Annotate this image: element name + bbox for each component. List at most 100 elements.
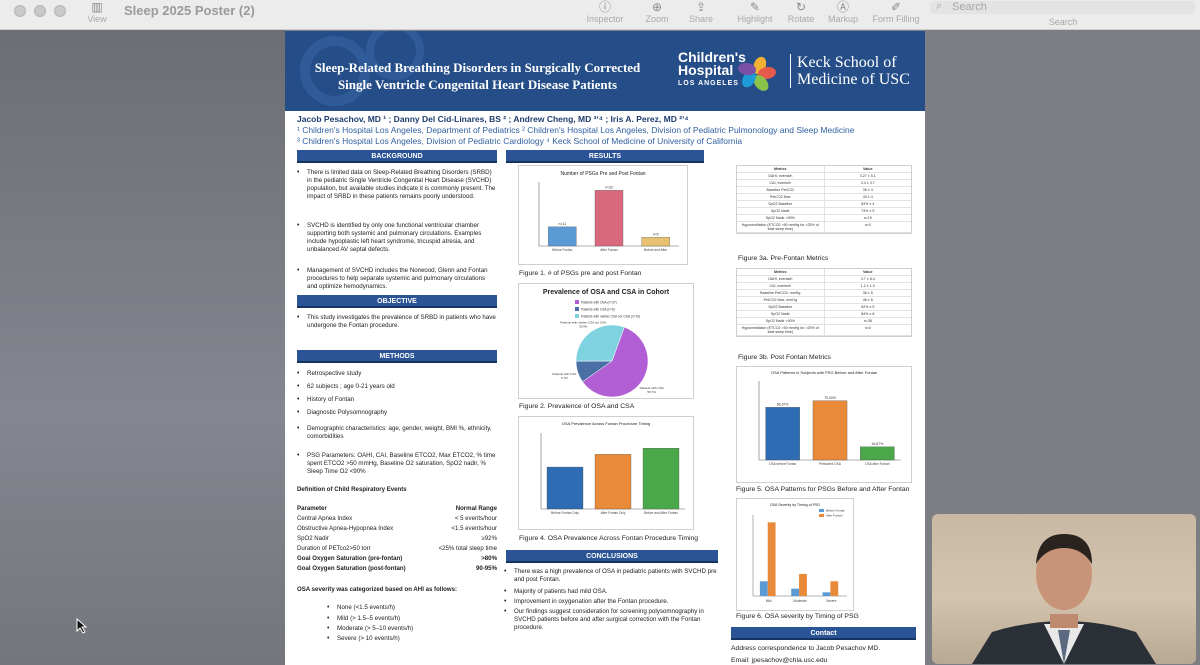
contact-line1: Address correspondence to Jacob Pesachov… [731,645,881,652]
metric-row: SpO2 Nadir 84% ± 8 [737,311,911,318]
definition-param: Goal Oxygen Saturation (pre-fontan) [297,555,403,562]
chart-bar [765,407,800,461]
markup-button[interactable]: Ⓐ Markup [826,0,860,24]
presenter-figure [972,534,1156,664]
chart-data-label: n=5 [653,232,659,236]
close-window-button[interactable] [14,5,26,17]
metric-row: Hypoventilation (ETCO2 >50 mmHg for >25%… [737,222,911,233]
metric-name: SpO2 Nadir [770,209,790,213]
metrics-col: Metrics [773,167,787,171]
zoom-button[interactable]: ⊕ Zoom [640,0,674,24]
metric-value: 84% ± 8 [823,311,912,317]
chart-data-label: 66.67% [777,402,789,406]
contact-heading: Contact [731,627,916,640]
poster-page: Sleep-Related Breathing Disorders in Sur… [285,31,925,665]
zoom-window-button[interactable] [54,5,66,17]
form-filling-button[interactable]: ✐ Form Filling [870,0,922,24]
definition-goal-row: Goal Oxygen Saturation (pre-fontan) >80% [297,554,497,564]
definition-range: < 5 events/hour [454,515,497,522]
chart-bar [594,190,624,247]
mouse-cursor-icon [76,618,88,634]
chla-logo-line3: LOS ANGELES [678,80,739,87]
chla-logo-line2: Hospital [678,62,734,78]
pie-slice-label: Patients with CSA [552,372,576,376]
chart-tick-label: OSA after Fontan [865,462,890,466]
pie-slice-label: Patients with neither CSA nor OSA [560,320,606,324]
definition-table: Parameter Normal Range Central Apnea Ind… [297,504,497,574]
share-button[interactable]: ⇪ Share [686,0,716,24]
figure2-caption: Figure 2. Prevalence of OSA and CSA [519,403,635,410]
chart-bar [641,237,670,247]
post-fontan-metrics-table: Metrics Value OAHI, events/h 4.7 ± 8.4 CAI… [736,268,912,337]
sidebar-icon: ▥ [91,0,103,14]
minimize-window-button[interactable] [34,5,46,17]
figure1-caption: Figure 1. # of PSGs pre and post Fontan [519,270,642,277]
chart-bar [759,581,768,596]
methods-bullet-3: History of Fontan [297,396,497,404]
metric-name: Baseline PetCO2 [766,188,795,192]
objective-heading: OBJECTIVE [297,295,497,308]
conclusions-heading: CONCLUSIONS [506,550,718,563]
chart-tick-label: Moderate [793,599,807,603]
severity-item: None (<1.5 events/h) [327,604,487,612]
chart-tick-label: Before and After Fontan [644,511,678,515]
zoom-label: Zoom [645,14,669,24]
metric-value: 35 ± 4 [823,187,912,193]
metric-name: SpO2 Baseline [768,305,793,309]
definition-range: <25% total sleep time [438,545,497,552]
metric-value: 46 ± 8 [823,297,912,303]
value-col: Value [823,269,912,275]
severity-title: OSA severity was categorized based on AH… [297,586,458,593]
metric-value: n=38 [823,318,912,324]
metric-name: Hypoventilation (ETCO2 >50 mmHg for >25%… [741,223,819,231]
definition-header-parameter: Parameter [297,505,327,512]
chart-data-label: n=32 [605,185,613,189]
definition-param: Duration of PETco2>50 torr [297,545,371,552]
highlight-button[interactable]: ✎ Highlight [734,0,776,24]
keck-usc-logo: Keck School of Medicine of USC [790,54,910,88]
results-heading: RESULTS [506,150,704,163]
chart-title: OSA Severity by Timing of PSG [770,503,821,507]
markup-label: Markup [827,14,858,24]
metric-row: PetCO2 Max, mmHg 46 ± 8 [737,297,911,304]
metrics-header: Metrics Value [737,166,911,173]
metric-row: PetCO2 Max 40 ± 4 [737,194,911,201]
methods-bullet-1: Retrospective study [297,370,497,378]
definition-range: ≥92% [481,535,497,542]
search-input[interactable]: ⌕ Search [930,0,1195,14]
metric-value: 3.4 ± 3.7 [823,180,912,186]
window-title: Sleep 2025 Poster (2) [124,3,255,18]
search-label: Search [1048,17,1078,27]
metric-name: OAHI, events/h [768,174,793,178]
metric-value: n=0 [823,222,912,232]
usc-logo-line1: Keck School of [797,54,897,71]
metric-name: SpO2 Nadir [770,312,790,316]
metric-name: SpO2 Nadir <90% [765,319,795,323]
inspector-button[interactable]: ⓘ Inspector [584,0,626,24]
chart-tick-label: Mild [766,599,772,603]
metric-name: CAI, events/h [769,181,792,185]
metric-row: CAI, events/h 1.2 ± 1.0 [737,283,911,290]
view-button[interactable]: ▥ View [84,0,110,24]
rotate-label: Rotate [787,14,815,24]
figure1-panel: Number of PSGs Pre and Post Fontan n=11 Be… [518,165,688,265]
form-filling-label: Form Filling [872,14,920,24]
chart-bar [642,448,680,510]
highlight-label: Highlight [737,14,773,24]
view-label: View [87,14,107,24]
pie-slice [575,324,625,362]
definition-header-range: Normal Range [455,505,497,512]
rotate-button[interactable]: ↻ Rotate [786,0,816,24]
conclusion-bullet-3: Improvement in oxygenation after the Fon… [504,598,719,606]
metric-row: SpO2 Baseline 92% ± 5 [737,304,911,311]
pie-slice-value: 30.6% [579,324,588,328]
definition-title: Definition of Child Respiratory Events [297,486,407,493]
metric-name: PetCO2 Max, mmHg [763,298,797,302]
metric-value: 83% ± 4 [823,201,912,207]
metric-value: 4.7 ± 8.4 [823,276,912,282]
pie-slice [582,326,649,398]
metric-value: 73% ± 5 [823,208,912,214]
chart-title: OSA Prevalence Across Fontan Procedure T… [562,421,651,426]
methods-bullet-2: 62 subjects ; age 0-21 years old [297,383,497,391]
definition-range: >80% [481,555,497,562]
